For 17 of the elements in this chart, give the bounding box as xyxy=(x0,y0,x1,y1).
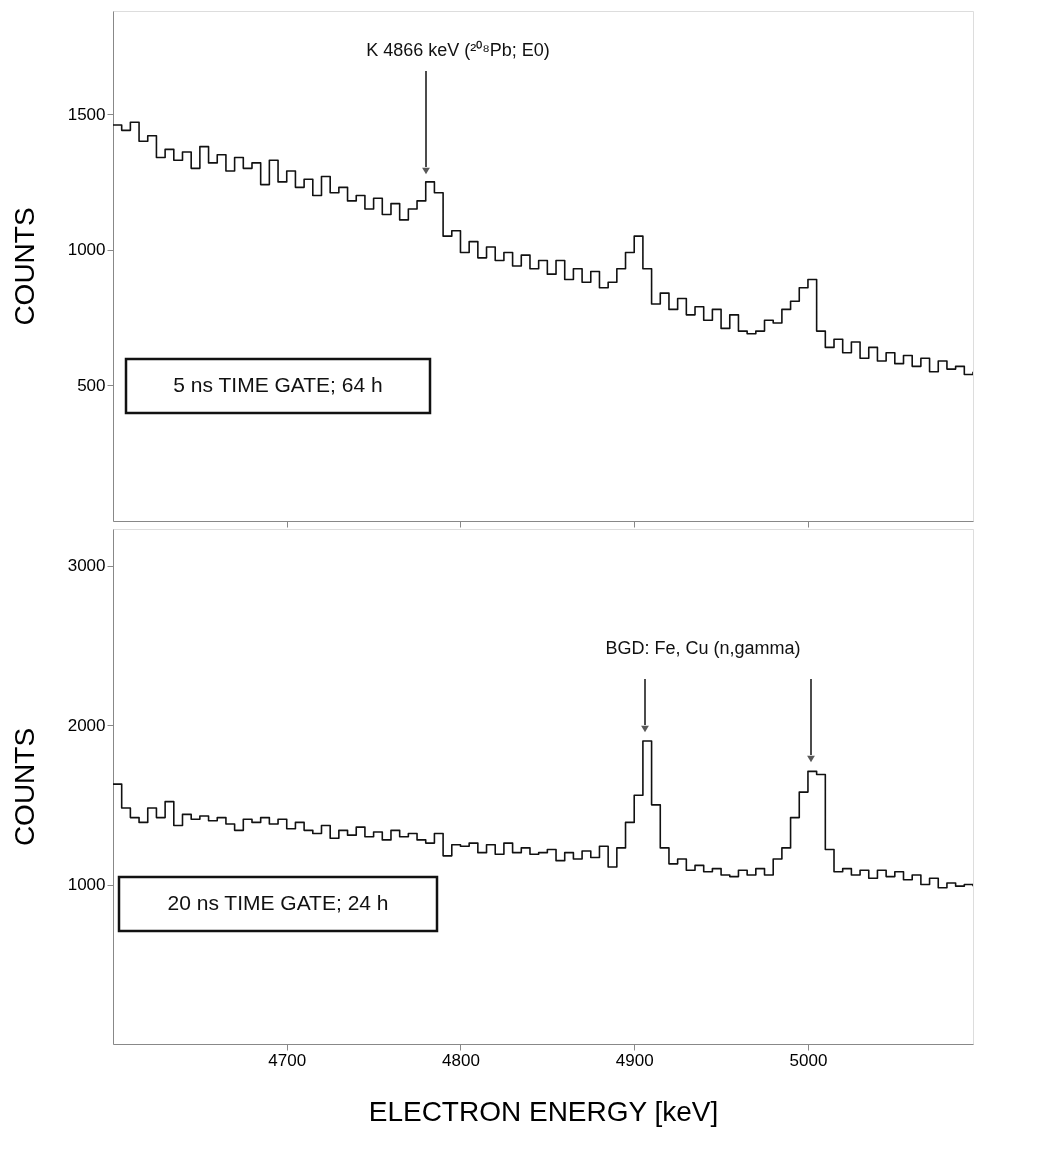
y-tick-label: 1000 xyxy=(67,240,106,260)
x-tick-label: 4700 xyxy=(268,1050,307,1070)
x-tick-label: 4900 xyxy=(615,1050,654,1070)
y-tick-label: 500 xyxy=(77,375,106,395)
y-axis-title: COUNTS xyxy=(8,727,40,847)
y-axis-title: COUNTS xyxy=(8,207,40,326)
annotation: K 4866 keV (²⁰⁸Pb; E0) xyxy=(366,40,550,60)
y-tick-label: 3000 xyxy=(67,556,106,576)
y-tick-label: 2000 xyxy=(67,715,106,735)
y-tick-label: 1000 xyxy=(67,875,106,895)
x-tick-label: 5000 xyxy=(789,1050,828,1070)
annotation: 20 ns TIME GATE; 24 h xyxy=(167,891,389,914)
annotation: BGD: Fe, Cu (n,gamma) xyxy=(605,638,801,658)
y-tick-label: 1500 xyxy=(67,104,106,124)
x-tick-label: 4800 xyxy=(442,1050,480,1070)
annotation: 5 ns TIME GATE; 64 h xyxy=(173,373,383,396)
x-axis-title: ELECTRON ENERGY [keV] xyxy=(368,1095,719,1127)
